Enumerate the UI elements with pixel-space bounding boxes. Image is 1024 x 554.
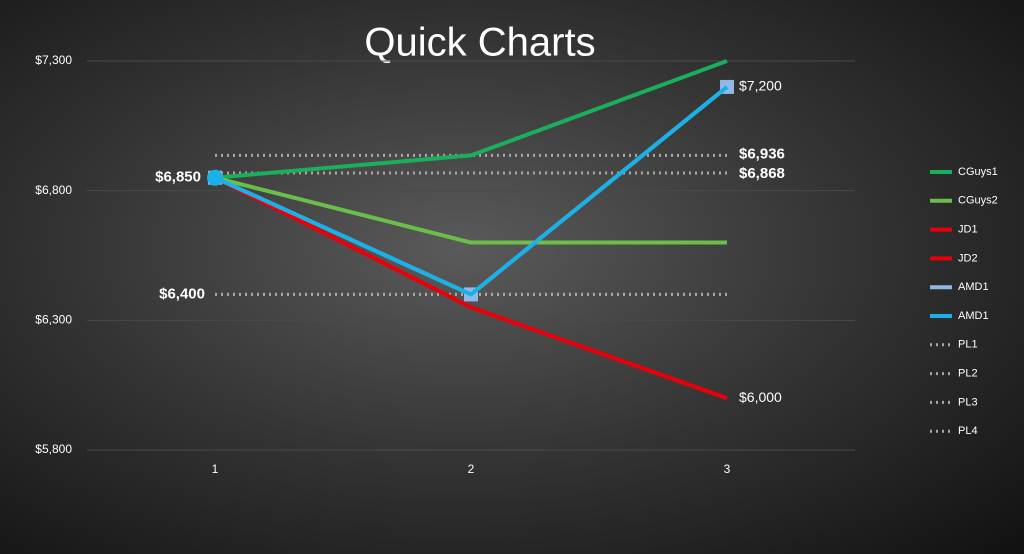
- data-label: $6,868: [739, 165, 785, 182]
- legend-label: CGuys1: [958, 166, 998, 178]
- x-tick-label: 1: [212, 462, 219, 476]
- line: [214, 59, 728, 180]
- y-tick-label: $6,300: [35, 313, 72, 327]
- legend-label: AMD1: [958, 281, 989, 293]
- data-label: $6,936: [739, 145, 785, 162]
- data-label: $6,000: [739, 389, 782, 405]
- legend-label: PL4: [958, 425, 978, 437]
- y-tick-label: $7,300: [35, 53, 72, 67]
- data-label: $6,850: [155, 169, 201, 186]
- legend-label: PL2: [958, 368, 978, 380]
- legend-label: JD1: [958, 224, 978, 236]
- legend-label: CGuys2: [958, 195, 998, 207]
- legend-label: PL1: [958, 339, 978, 351]
- y-tick-label: $6,800: [35, 183, 72, 197]
- x-tick-label: 3: [724, 462, 731, 476]
- line: [214, 85, 729, 297]
- legend-label: PL3: [958, 396, 978, 408]
- data-label: $7,200: [739, 78, 782, 94]
- line: [214, 175, 728, 401]
- x-tick-label: 2: [468, 462, 475, 476]
- line: [214, 175, 727, 245]
- data-label: $6,400: [159, 285, 205, 302]
- marker: [207, 169, 223, 186]
- legend-label: JD2: [958, 252, 978, 264]
- legend-label: AMD1: [958, 310, 989, 322]
- y-tick-label: $5,800: [35, 442, 72, 456]
- chart-title: Quick Charts: [364, 21, 595, 65]
